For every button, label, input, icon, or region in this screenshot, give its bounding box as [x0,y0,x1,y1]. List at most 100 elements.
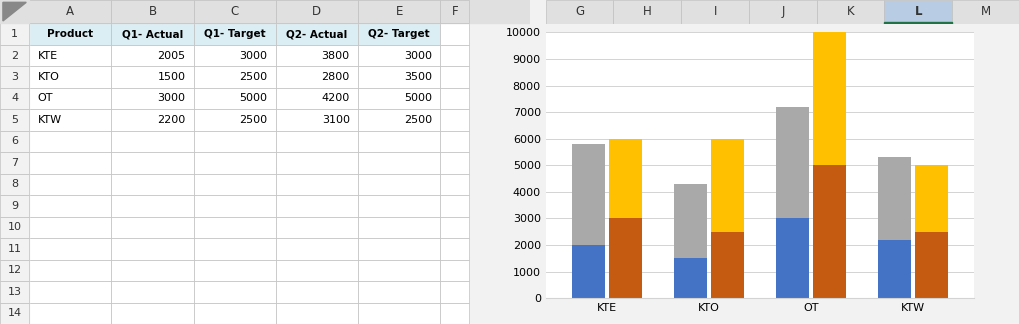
Bar [30,260,111,281]
Bar [358,131,440,152]
Text: 2005: 2005 [157,51,185,61]
Bar [275,281,358,303]
Bar [440,23,469,45]
Text: 3100: 3100 [321,115,350,125]
Text: Q1- Actual: Q1- Actual [121,29,183,39]
Bar [710,139,743,232]
Bar [0,66,30,88]
Bar [0,23,30,324]
Bar [30,174,111,195]
Bar [440,109,469,131]
Text: 13: 13 [7,287,21,297]
Bar [111,238,194,260]
Text: 12: 12 [7,265,21,275]
Bar [358,174,440,195]
Bar [194,195,275,217]
Bar [194,0,275,23]
Text: 3800: 3800 [321,51,350,61]
Bar [194,303,275,324]
Text: Q1- Target: Q1- Target [204,29,265,39]
Text: E: E [395,5,403,18]
Bar [358,152,440,174]
Text: KTW: KTW [38,115,61,125]
Text: 2500: 2500 [239,72,267,82]
Bar [111,88,194,109]
Bar [30,109,111,131]
Bar [111,66,194,88]
Text: J: J [781,5,784,18]
Bar [111,109,194,131]
Bar [358,303,440,324]
Bar [30,238,111,260]
Bar [194,238,275,260]
Bar [0,174,30,195]
Text: 1500: 1500 [157,72,185,82]
Bar [275,195,358,217]
Text: M: M [980,5,990,18]
Bar [30,195,111,217]
Text: 2: 2 [11,51,18,61]
Text: Product: Product [47,29,94,39]
Bar [358,281,440,303]
Bar [358,217,440,238]
Bar [275,0,358,23]
Bar [608,218,641,298]
Bar [440,131,469,152]
Text: F: F [451,5,458,18]
Bar [816,0,883,24]
Bar [0,131,30,152]
Bar [275,217,358,238]
Bar [30,23,111,45]
Bar [952,0,1019,24]
Bar [30,152,111,174]
Text: 10: 10 [7,222,21,232]
Bar [883,0,952,24]
Bar [572,245,604,298]
Bar [440,217,469,238]
Text: Q2- Target: Q2- Target [368,29,430,39]
Text: 2800: 2800 [321,72,350,82]
Text: KTO: KTO [38,72,59,82]
Bar [194,281,275,303]
Bar [883,22,952,24]
Bar [440,281,469,303]
Bar [111,152,194,174]
Text: G: G [575,5,584,18]
Bar [194,217,275,238]
Bar [608,139,641,218]
Bar [194,23,275,45]
Bar [440,238,469,260]
Bar [275,174,358,195]
Bar [194,131,275,152]
Text: B: B [149,5,156,18]
Bar [194,260,275,281]
Bar [275,45,358,66]
Text: 7: 7 [11,158,18,168]
Bar [0,0,530,23]
Bar [30,131,111,152]
Text: D: D [312,5,321,18]
Text: 1: 1 [11,29,18,39]
Text: L: L [914,5,921,18]
Text: 3: 3 [11,72,18,82]
Bar [358,238,440,260]
Text: 5: 5 [11,115,18,125]
Bar [681,0,748,24]
Bar [275,23,358,45]
Bar [111,217,194,238]
Bar [674,184,706,258]
Text: 8: 8 [11,179,18,190]
Text: 5000: 5000 [239,94,267,103]
Text: OT: OT [38,94,53,103]
Bar [275,66,358,88]
Text: 2500: 2500 [239,115,267,125]
Bar [275,303,358,324]
Bar [0,45,30,66]
Polygon shape [3,2,26,21]
Bar [30,303,111,324]
Bar [358,109,440,131]
Bar [0,23,30,45]
Text: 4200: 4200 [321,94,350,103]
Bar [0,303,30,324]
Bar [194,152,275,174]
